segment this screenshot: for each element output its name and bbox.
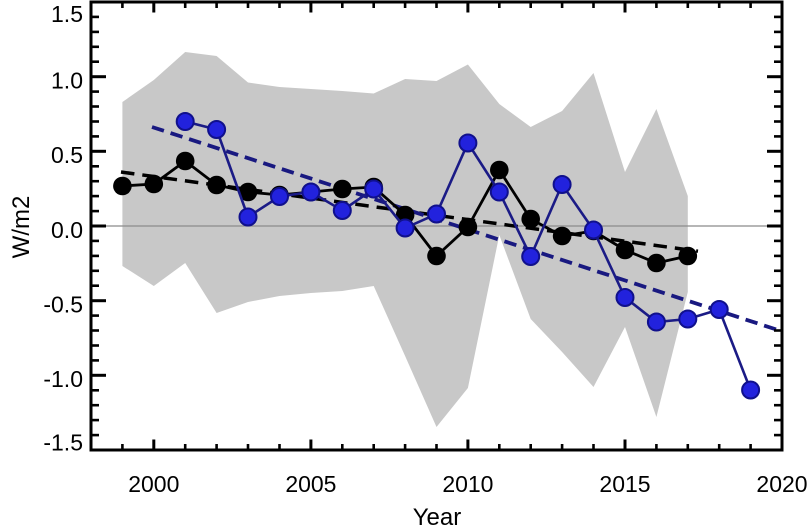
- svg-text:2005: 2005: [285, 471, 336, 497]
- svg-text:-1.5: -1.5: [43, 430, 83, 456]
- svg-text:-0.5: -0.5: [43, 292, 83, 318]
- svg-text:1.0: 1.0: [51, 68, 83, 94]
- svg-text:0.5: 0.5: [51, 142, 83, 168]
- svg-text:2020: 2020: [756, 471, 807, 497]
- svg-text:Year: Year: [413, 504, 462, 529]
- svg-text:W/m2: W/m2: [8, 196, 35, 259]
- svg-text:-1.0: -1.0: [43, 366, 83, 392]
- svg-text:1.5: 1.5: [51, 1, 83, 27]
- svg-text:2010: 2010: [442, 471, 493, 497]
- svg-text:2000: 2000: [128, 471, 179, 497]
- svg-text:0.0: 0.0: [51, 217, 83, 243]
- svg-text:2015: 2015: [599, 471, 650, 497]
